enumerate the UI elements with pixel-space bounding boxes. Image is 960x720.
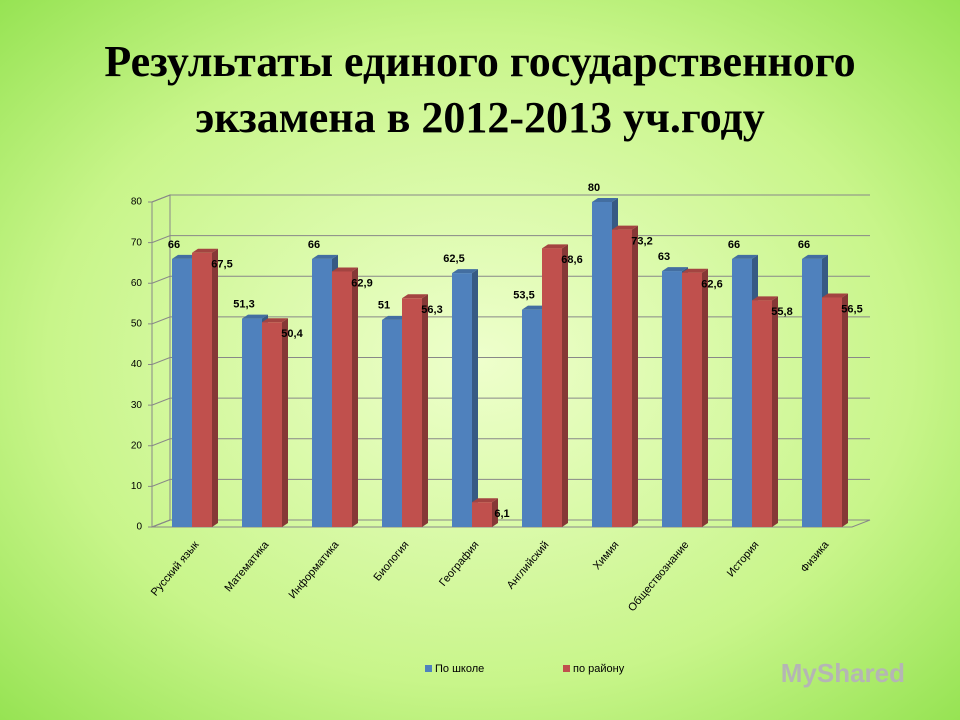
value-label: 66: [168, 239, 180, 251]
bar: [682, 272, 702, 527]
bar-top: [312, 254, 338, 259]
bar: [472, 502, 492, 527]
bar: [612, 229, 632, 527]
legend-swatch: [563, 665, 570, 672]
bar-top: [802, 254, 828, 259]
value-label: 80: [588, 182, 600, 194]
bar: [822, 297, 842, 527]
bar-top: [382, 315, 408, 320]
bar-side: [472, 269, 478, 527]
legend-label: По школе: [435, 663, 484, 675]
bar: [732, 258, 752, 527]
value-label: 50,4: [281, 328, 303, 340]
bar-top: [522, 305, 548, 310]
value-label: 66: [728, 239, 740, 251]
bar-top: [472, 498, 498, 503]
y-tick-label: 60: [131, 278, 143, 289]
bar-top: [542, 244, 568, 249]
bar-side: [562, 244, 568, 527]
value-label: 67,5: [211, 259, 232, 271]
bar-top: [332, 267, 358, 272]
bar-top: [172, 254, 198, 259]
legend-label: по району: [573, 663, 625, 675]
bar-side: [212, 248, 218, 527]
bar: [542, 248, 562, 527]
value-label: 53,5: [513, 290, 534, 302]
bar-side: [842, 293, 848, 527]
bar-top: [192, 248, 218, 253]
bar-side: [352, 267, 358, 527]
value-label: 62,5: [443, 253, 464, 265]
value-label: 55,8: [771, 306, 792, 318]
bar-top: [662, 267, 688, 272]
value-label: 68,6: [561, 254, 582, 266]
bar-top: [592, 198, 618, 202]
legend-swatch: [425, 665, 432, 672]
watermark: MyShared: [781, 658, 905, 688]
bar: [382, 319, 402, 527]
value-label: 66: [798, 239, 810, 251]
bar: [802, 258, 822, 527]
bar: [192, 252, 212, 527]
value-label: 51: [378, 300, 390, 312]
bar-top: [682, 268, 708, 273]
bar-top: [402, 294, 428, 299]
bar-top: [612, 225, 638, 230]
bar: [452, 273, 472, 527]
y-tick-label: 30: [131, 400, 143, 411]
bar: [662, 271, 682, 527]
bar: [312, 258, 332, 527]
value-label: 6,1: [494, 508, 509, 520]
value-label: 56,3: [421, 304, 442, 316]
bar-top: [262, 318, 288, 323]
bar-top: [752, 296, 778, 301]
bar-side: [492, 498, 498, 527]
bar-side: [632, 225, 638, 527]
chart-title: Результаты единого государственного экзам…: [104, 37, 855, 142]
bar-side: [772, 296, 778, 527]
value-label: 62,6: [701, 279, 722, 291]
bar: [242, 318, 262, 527]
y-tick-label: 0: [136, 522, 142, 533]
bar-side: [422, 294, 428, 527]
bar: [522, 309, 542, 527]
bar-top: [732, 254, 758, 259]
y-tick-label: 70: [131, 237, 143, 248]
bar-top: [242, 314, 268, 319]
value-label: 66: [308, 239, 320, 251]
bar-side: [282, 318, 288, 527]
grid-line: [151, 194, 870, 203]
y-tick-label: 40: [131, 359, 143, 370]
bar-side: [702, 268, 708, 527]
value-label: 51,3: [233, 299, 254, 311]
bar-top: [452, 269, 478, 274]
y-tick-label: 80: [131, 197, 143, 208]
bar: [262, 322, 282, 527]
bar: [402, 298, 422, 527]
bar: [592, 202, 612, 527]
bar-top: [822, 293, 848, 298]
y-tick-label: 10: [131, 481, 143, 492]
value-label: 63: [658, 251, 670, 263]
value-label: 62,9: [351, 277, 372, 289]
bar: [332, 271, 352, 527]
value-label: 56,5: [841, 303, 862, 315]
bar: [752, 300, 772, 527]
bar: [172, 258, 192, 527]
y-tick-label: 20: [131, 440, 143, 451]
y-tick-label: 50: [131, 319, 143, 330]
value-label: 73,2: [631, 236, 652, 248]
